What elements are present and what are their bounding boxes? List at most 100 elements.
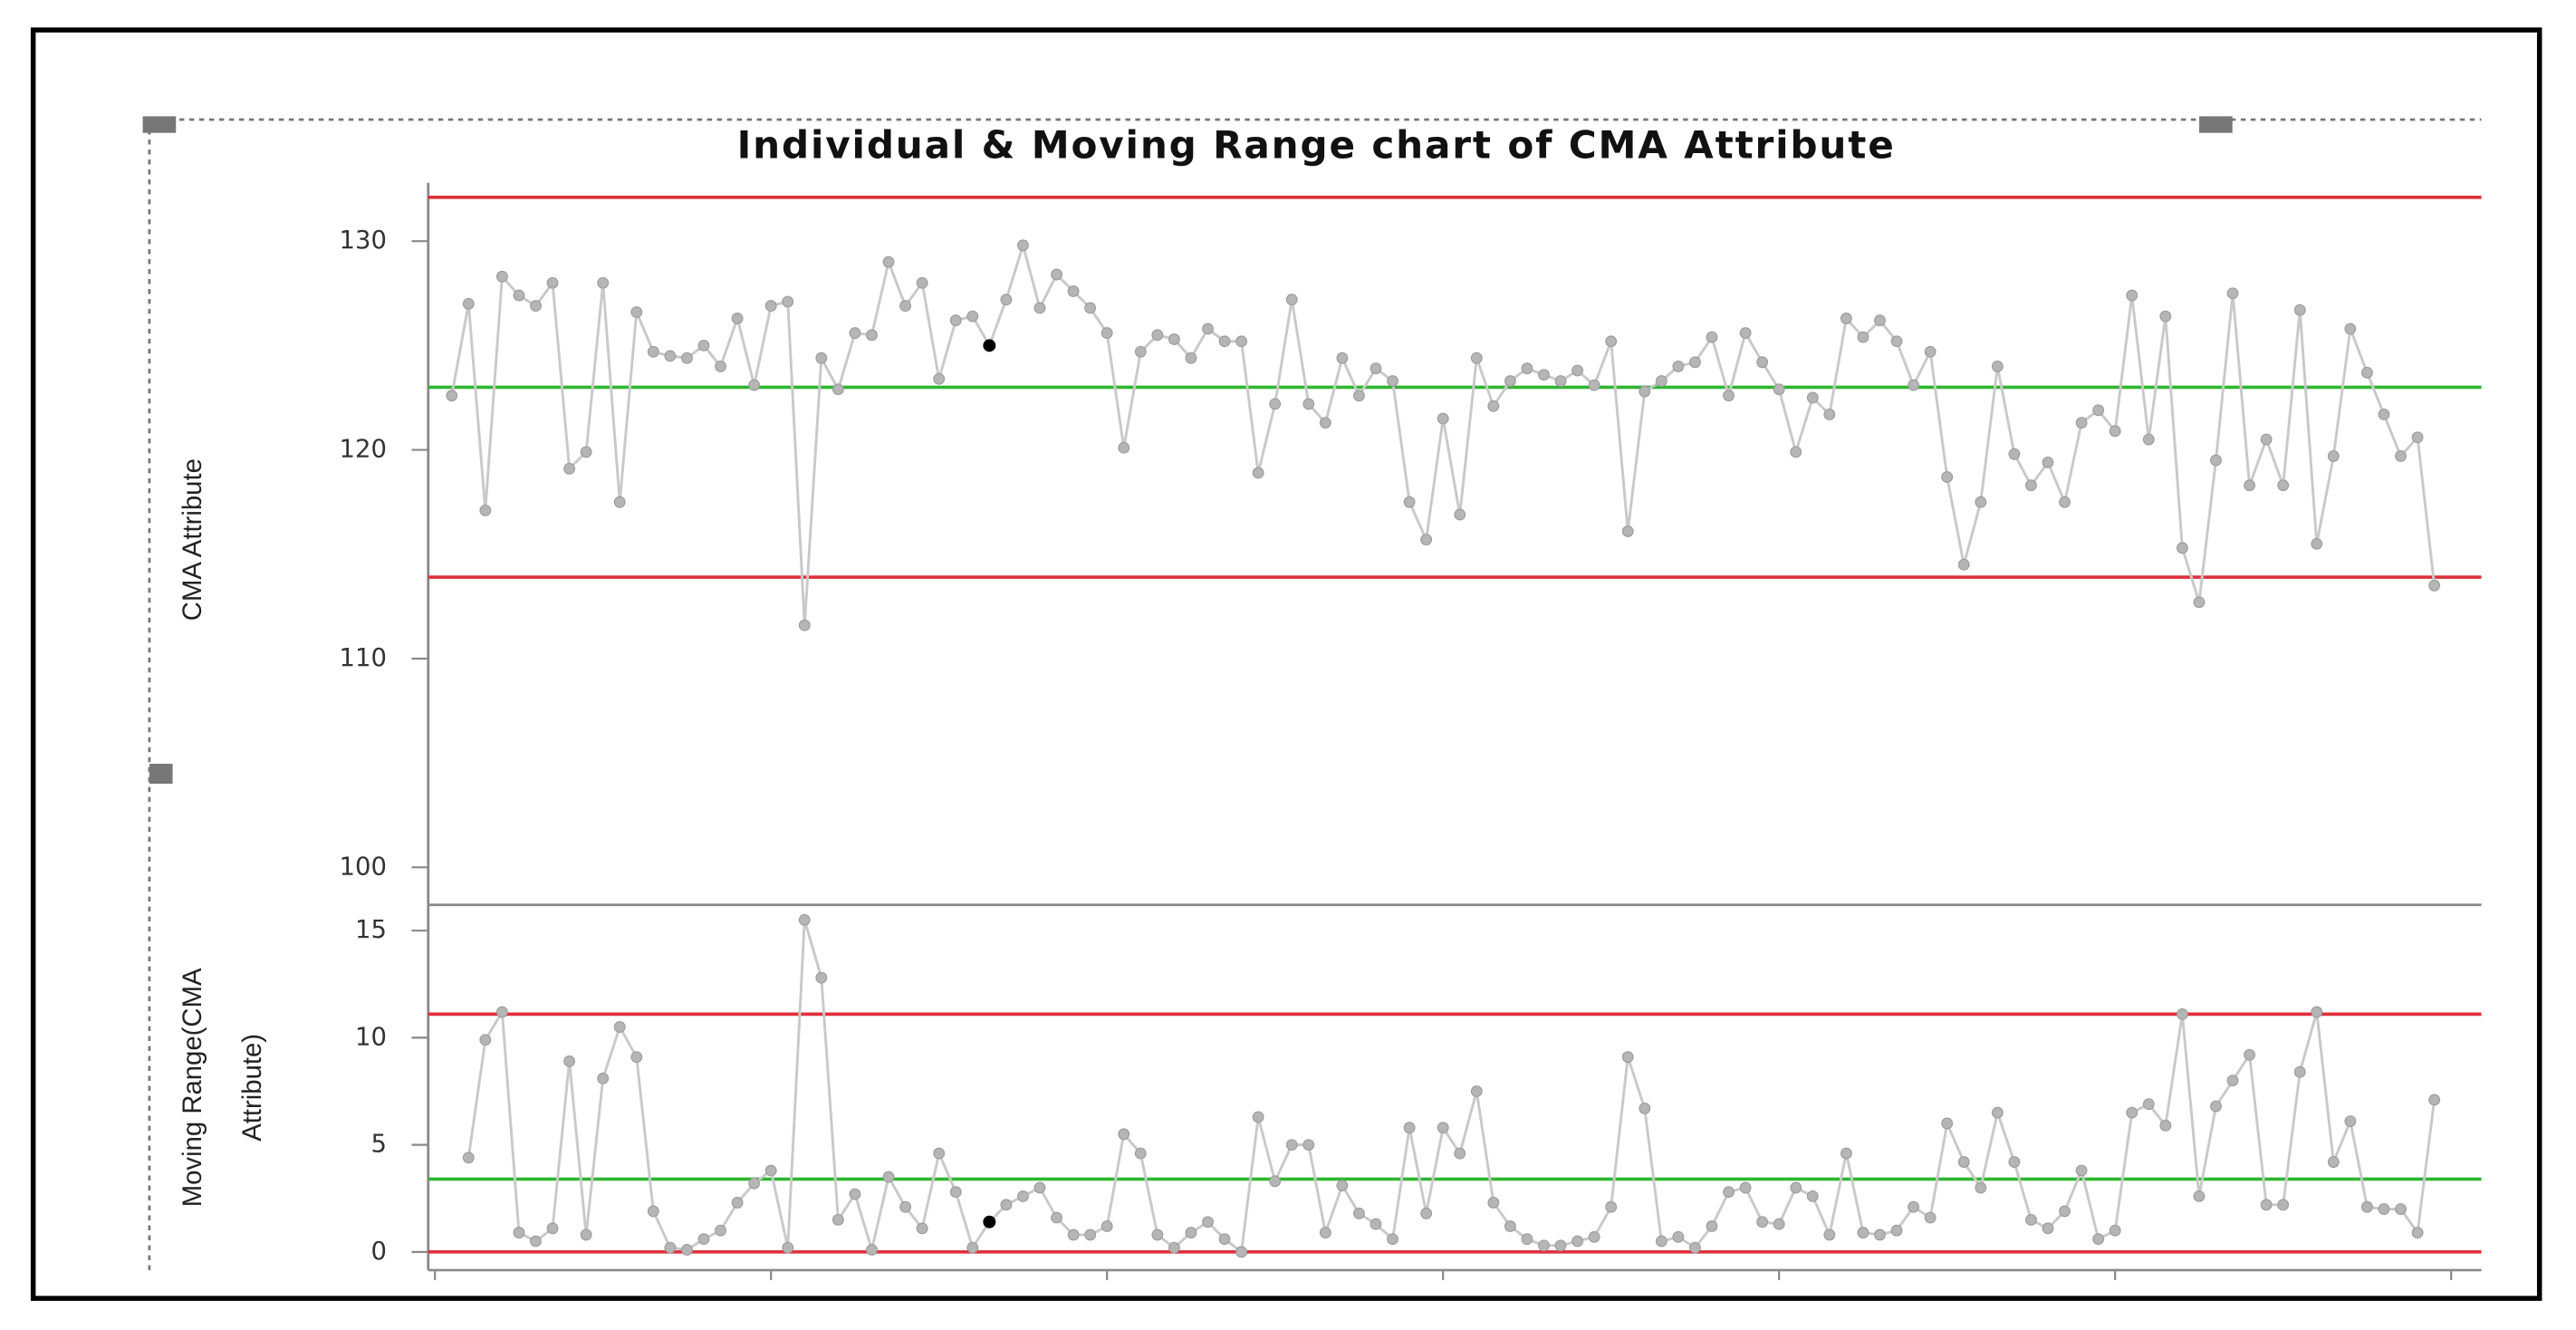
point bbox=[2395, 450, 2407, 462]
point bbox=[916, 1222, 928, 1235]
point bbox=[1235, 1246, 1247, 1258]
point bbox=[1202, 323, 1214, 335]
point bbox=[1588, 379, 1600, 391]
point bbox=[580, 1229, 592, 1241]
point bbox=[949, 314, 962, 327]
point bbox=[1941, 1117, 1954, 1130]
point bbox=[2126, 289, 2139, 302]
point bbox=[1874, 314, 1886, 327]
point bbox=[1051, 268, 1062, 281]
y-tick-label: 10 bbox=[355, 1022, 387, 1051]
point bbox=[2293, 304, 2306, 316]
point bbox=[764, 300, 777, 313]
point bbox=[1672, 1230, 1685, 1243]
point bbox=[2311, 537, 2323, 550]
point bbox=[681, 1244, 693, 1256]
point bbox=[1890, 335, 1903, 348]
point bbox=[563, 1055, 576, 1067]
point bbox=[647, 1205, 659, 1218]
point bbox=[2327, 450, 2340, 462]
point bbox=[831, 1213, 844, 1226]
point bbox=[1051, 1211, 1062, 1224]
point bbox=[495, 270, 508, 283]
point bbox=[1739, 327, 1752, 339]
point bbox=[1470, 1085, 1483, 1097]
handle[interactable] bbox=[142, 116, 177, 133]
point bbox=[2193, 596, 2206, 609]
handle[interactable] bbox=[149, 764, 173, 785]
point bbox=[1370, 1218, 1382, 1230]
point bbox=[1504, 375, 1516, 387]
point bbox=[1420, 1207, 1433, 1219]
point bbox=[1723, 1186, 1735, 1199]
series-line bbox=[466, 919, 2437, 1256]
point bbox=[2210, 1100, 2222, 1113]
point bbox=[1823, 408, 1836, 420]
point bbox=[1252, 1111, 1264, 1123]
handle[interactable] bbox=[2199, 116, 2233, 133]
point bbox=[1975, 1181, 1987, 1194]
point bbox=[2142, 1098, 2155, 1111]
point bbox=[2176, 542, 2188, 554]
point bbox=[2411, 431, 2424, 444]
point bbox=[664, 1241, 677, 1254]
point bbox=[462, 297, 475, 310]
point bbox=[1336, 1180, 1349, 1191]
point bbox=[2042, 456, 2054, 468]
point bbox=[1403, 496, 1416, 508]
point bbox=[1454, 1147, 1466, 1160]
point bbox=[1655, 375, 1668, 387]
point bbox=[1957, 558, 1970, 571]
point bbox=[1991, 1106, 2004, 1119]
point bbox=[530, 1235, 542, 1248]
point bbox=[1689, 356, 1701, 369]
point bbox=[1823, 1229, 1836, 1241]
point bbox=[1975, 496, 1987, 508]
point bbox=[1521, 1233, 1533, 1246]
point bbox=[2092, 1233, 2105, 1246]
point bbox=[1908, 1200, 1919, 1213]
point bbox=[815, 352, 828, 364]
point bbox=[2159, 1119, 2172, 1132]
point bbox=[479, 504, 492, 516]
point bbox=[849, 1188, 861, 1200]
point bbox=[1723, 390, 1735, 402]
point bbox=[1572, 364, 1583, 377]
point bbox=[630, 1051, 643, 1064]
point bbox=[1874, 1229, 1886, 1241]
point bbox=[1806, 1190, 1819, 1202]
point bbox=[1840, 1147, 1852, 1160]
point bbox=[1269, 1175, 1282, 1188]
point bbox=[1739, 1181, 1752, 1194]
point bbox=[2244, 1048, 2255, 1061]
point bbox=[513, 289, 525, 302]
point bbox=[2293, 1065, 2306, 1078]
y-tick-label: 100 bbox=[340, 852, 387, 881]
point bbox=[2395, 1203, 2407, 1215]
point bbox=[1706, 1220, 1718, 1232]
point bbox=[798, 619, 811, 631]
point bbox=[530, 300, 542, 313]
point bbox=[681, 352, 693, 364]
point bbox=[2344, 323, 2357, 335]
point bbox=[2008, 1156, 2021, 1168]
point bbox=[1924, 1211, 1937, 1224]
point bbox=[1908, 379, 1919, 391]
point bbox=[1806, 391, 1819, 404]
point bbox=[2159, 310, 2172, 323]
point bbox=[882, 255, 895, 268]
point bbox=[1840, 313, 1852, 324]
point bbox=[2109, 1224, 2121, 1237]
point bbox=[1218, 335, 1231, 348]
point bbox=[798, 913, 811, 926]
point bbox=[1756, 1216, 1769, 1229]
point bbox=[1285, 1139, 1298, 1152]
point bbox=[613, 1021, 626, 1033]
y-axis-title: CMA Attribute bbox=[178, 458, 207, 621]
point bbox=[1302, 398, 1315, 410]
point bbox=[2327, 1156, 2340, 1168]
point bbox=[1773, 1218, 1785, 1230]
point bbox=[966, 310, 979, 323]
point bbox=[1487, 1197, 1500, 1209]
